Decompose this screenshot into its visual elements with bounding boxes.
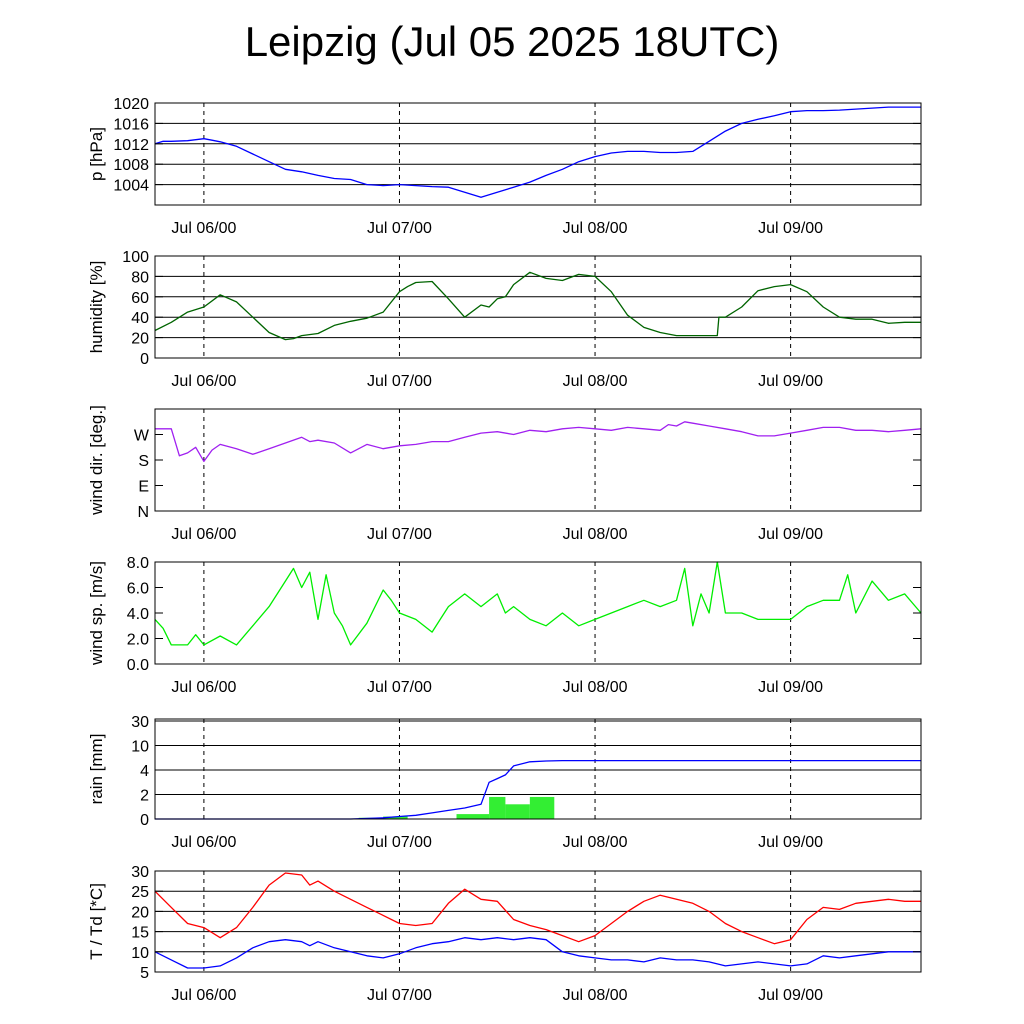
ytick-label-3: W — [134, 428, 150, 445]
plot-frame — [154, 870, 922, 973]
xtick-label-0: Jul 06/00 — [171, 526, 236, 543]
plot-frame — [154, 561, 922, 665]
ytick-label-3: 6.0 — [127, 581, 149, 598]
panel-4: 0 2 4 10 30 Jul 06/00 Jul 07/00 Jul 08/00 Jul 09… — [87, 714, 922, 851]
ytick-label-5: 30 — [131, 864, 149, 881]
xtick-label-0: Jul 06/00 — [171, 373, 236, 390]
xtick-label-0: Jul 06/00 — [171, 834, 236, 851]
plot-frame — [154, 408, 922, 512]
plot-frame — [154, 718, 922, 820]
y-axis-title: p [hPa] — [87, 127, 106, 181]
ytick-label-4: 80 — [131, 269, 149, 286]
xtick-label-3: Jul 09/00 — [758, 373, 823, 390]
xtick-label-3: Jul 09/00 — [758, 526, 823, 543]
ytick-label-4: 30 — [131, 714, 149, 731]
ytick-label-3: 20 — [131, 904, 149, 921]
ytick-label-3: 10 — [131, 739, 149, 756]
xtick-label-1: Jul 07/00 — [367, 373, 432, 390]
ytick-label-1: 2 — [140, 788, 149, 805]
xtick-label-2: Jul 08/00 — [563, 220, 628, 237]
ytick-label-2: 1012 — [113, 137, 149, 154]
xtick-label-0: Jul 06/00 — [171, 220, 236, 237]
ytick-label-0: 0.0 — [127, 657, 149, 674]
ytick-label-0: 0 — [140, 812, 149, 829]
chart-title: Leipzig (Jul 05 2025 18UTC) — [244, 18, 780, 65]
y-axis-title: humidity [%] — [87, 261, 106, 354]
rain-bar-3 — [489, 796, 506, 819]
ytick-label-2: 40 — [131, 310, 149, 327]
ytick-label-1: 20 — [131, 331, 149, 348]
xtick-label-2: Jul 08/00 — [563, 987, 628, 1004]
ytick-label-1: E — [138, 479, 149, 496]
series-line-0 — [154, 106, 921, 198]
xtick-label-1: Jul 07/00 — [367, 834, 432, 851]
rain-bar-1 — [383, 816, 408, 819]
rain-bar-5 — [529, 796, 555, 819]
xtick-label-3: Jul 09/00 — [758, 220, 823, 237]
rain-bar-2 — [456, 814, 490, 819]
series-line-0 — [154, 271, 921, 341]
ytick-label-3: 60 — [131, 290, 149, 307]
plot-frame — [154, 102, 922, 206]
ytick-label-0: 0 — [140, 351, 149, 368]
y-axis-title: T / Td [*C] — [87, 883, 106, 960]
xtick-label-1: Jul 07/00 — [367, 987, 432, 1004]
xtick-label-3: Jul 09/00 — [758, 987, 823, 1004]
plot-frame — [154, 255, 922, 359]
y-axis-title: wind sp. [m/s] — [87, 561, 106, 666]
xtick-label-2: Jul 08/00 — [563, 526, 628, 543]
xtick-label-0: Jul 06/00 — [171, 987, 236, 1004]
ytick-label-2: S — [138, 453, 149, 470]
xtick-label-1: Jul 07/00 — [367, 526, 432, 543]
xtick-label-1: Jul 07/00 — [367, 679, 432, 696]
xtick-label-2: Jul 08/00 — [563, 834, 628, 851]
ytick-label-1: 10 — [131, 945, 149, 962]
y-axis-title: wind dir. [deg.] — [87, 405, 106, 516]
ytick-label-0: N — [137, 504, 149, 521]
xtick-label-3: Jul 09/00 — [758, 679, 823, 696]
ytick-label-2: 4 — [140, 763, 149, 780]
ytick-label-1: 1008 — [113, 157, 149, 174]
rain-bar-4 — [505, 804, 530, 819]
series-line-1 — [154, 937, 921, 969]
series-line-0 — [154, 561, 922, 646]
ytick-label-2: 15 — [131, 925, 149, 942]
series-line-0 — [155, 421, 922, 463]
ytick-label-4: 1020 — [113, 96, 149, 113]
panel-1: 0 20 40 60 80 100 Jul 06/00 Jul 07/00 Jul 08/00 J… — [87, 249, 922, 390]
ytick-label-0: 1004 — [113, 178, 149, 195]
ytick-label-4: 8.0 — [127, 555, 149, 572]
xtick-label-2: Jul 08/00 — [563, 373, 628, 390]
series-line-0 — [154, 872, 921, 945]
xtick-label-1: Jul 07/00 — [367, 220, 432, 237]
ytick-label-1: 2.0 — [127, 632, 149, 649]
panel-0: 1004 1008 1012 1016 1020 Jul 06/00 Jul 07/00 Ju… — [87, 96, 922, 237]
xtick-label-3: Jul 09/00 — [758, 834, 823, 851]
panel-5: 5 10 15 20 25 30 Jul 06/00 Jul 07/00 Jul 08/00 Ju… — [87, 864, 922, 1004]
ytick-label-2: 4.0 — [127, 606, 149, 623]
series-line-0 — [155, 759, 921, 820]
panel-3: 0.0 2.0 4.0 6.0 8.0 Jul 06/00 Jul 07/00 Jul 08/… — [87, 555, 922, 696]
ytick-label-0: 5 — [140, 965, 149, 982]
ytick-label-5: 100 — [122, 249, 149, 266]
xtick-label-2: Jul 08/00 — [563, 679, 628, 696]
xtick-label-0: Jul 06/00 — [171, 679, 236, 696]
y-axis-title: rain [mm] — [87, 734, 106, 805]
ytick-label-4: 25 — [131, 884, 149, 901]
ytick-label-3: 1016 — [113, 116, 149, 133]
